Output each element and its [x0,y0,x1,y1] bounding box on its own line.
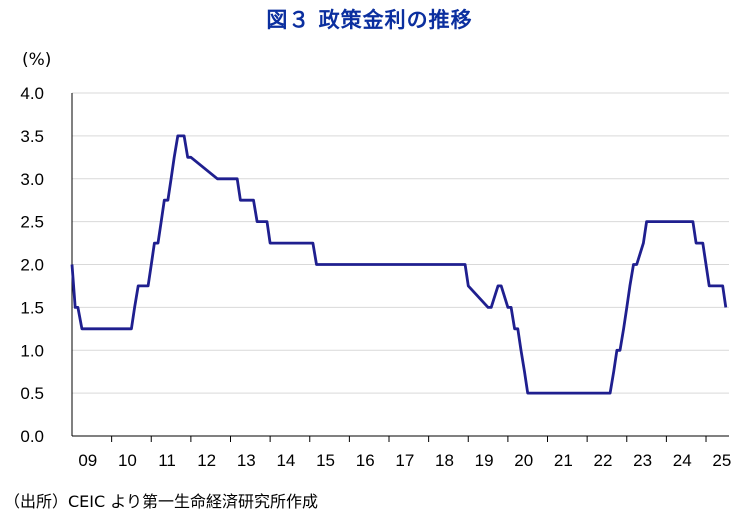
x-tick-label: 22 [593,451,612,470]
x-tick-label: 13 [237,451,256,470]
x-tick-label: 23 [633,451,652,470]
y-axis-unit-label: (%) [22,50,52,70]
y-tick-label: 3.5 [20,127,44,146]
policy-rate-line [70,134,728,395]
x-tick-label: 21 [554,451,573,470]
y-tick-label: 2.5 [20,213,44,232]
x-tick-label: 15 [316,451,335,470]
y-tick-label: 3.0 [20,170,44,189]
x-tick-label: 09 [78,451,97,470]
source-note: （出所）CEIC より第一生命経済研究所作成 [4,492,318,511]
chart-title: 図３ 政策金利の推移 [266,8,473,32]
x-tick-label: 10 [118,451,137,470]
x-tick-label: 18 [435,451,454,470]
x-tick-label: 19 [475,451,494,470]
policy-rate-chart: 0.0 0.5 1.0 1.5 2.0 2.5 3.0 3.5 4.0 09 10 11 12 13 14 1… [20,84,731,470]
y-tick-label: 0.5 [20,384,44,403]
x-tick-label: 20 [514,451,533,470]
x-tick-label: 25 [712,451,731,470]
x-tick-label: 11 [158,451,176,470]
y-tick-label: 0.0 [20,427,44,446]
y-tick-label: 4.0 [20,84,44,103]
x-tick-label: 16 [356,451,375,470]
x-tick-label: 14 [276,451,295,470]
y-tick-label: 1.0 [20,341,44,360]
x-tick-label: 24 [673,451,692,470]
x-tick-label: 17 [395,451,414,470]
y-tick-label: 2.0 [20,256,44,275]
x-tick-label: 12 [197,451,216,470]
y-tick-label: 1.5 [20,298,44,317]
